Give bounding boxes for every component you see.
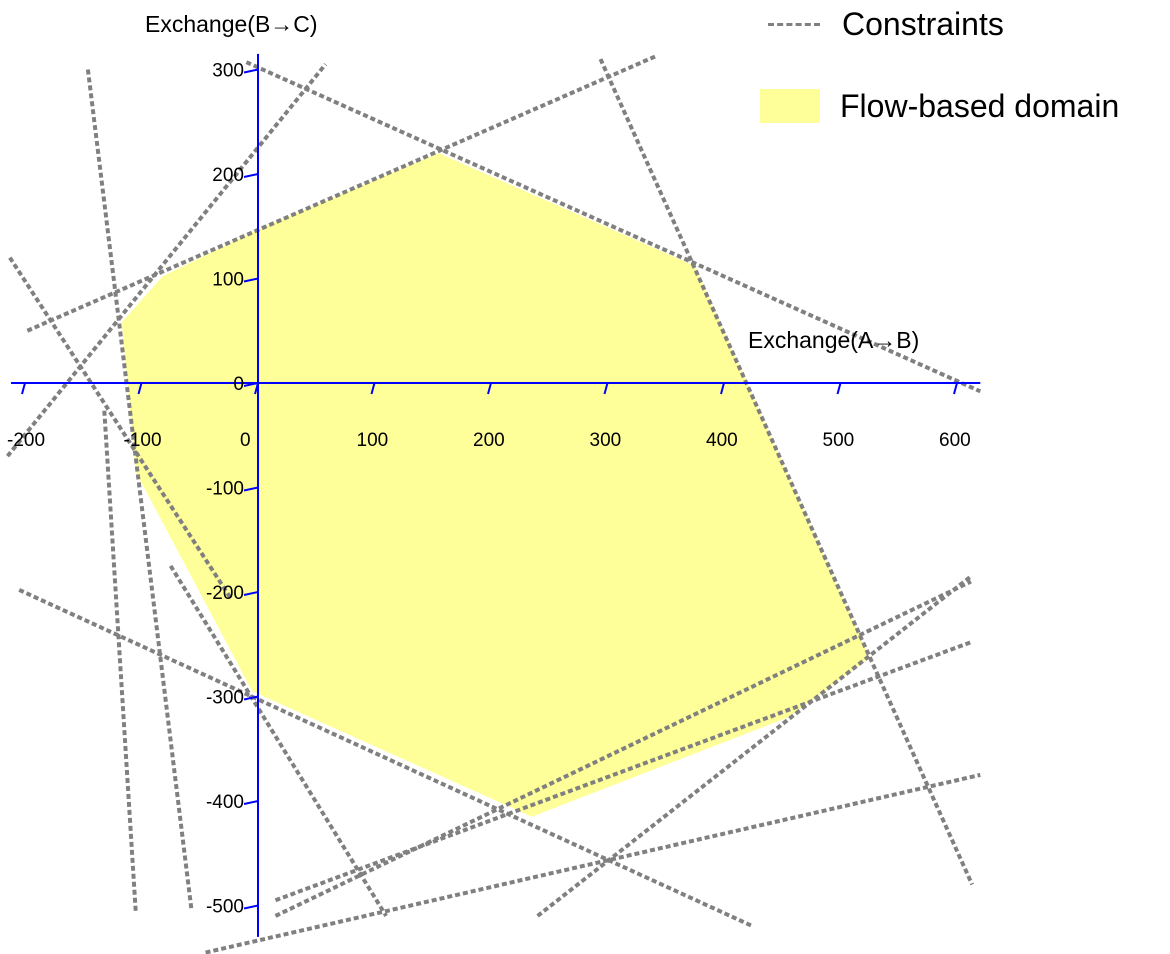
x-tick-mark [487,382,492,395]
constraint-line-11 [536,574,973,918]
legend-item-domain: Flow-based domain [760,86,1119,126]
constraint-line-8 [18,588,754,929]
y-tick-mark [243,904,259,910]
x-tick-label: 400 [706,430,738,451]
y-tick-label: -400 [206,792,244,813]
x-tick-label: 300 [590,430,622,451]
x-tick-label: 500 [823,430,855,451]
x-tick-mark [370,382,376,395]
constraint-line-6 [245,60,982,394]
y-tick-mark [243,591,259,596]
dashed-line-icon [768,22,820,26]
x-tick-mark [953,382,958,395]
y-tick-label: -100 [206,479,244,500]
y-tick-mark [243,68,259,74]
y-tick-label: -500 [206,897,244,918]
y-tick-mark [243,800,259,805]
legend: Constraints Flow-based domain [760,0,1170,140]
constraint-line-3 [85,69,194,911]
y-tick-mark [243,173,259,178]
flow-based-domain-area [121,153,870,817]
constraint-line-7 [598,58,974,886]
y-tick-mark [243,695,259,701]
y-axis-title: Exchange(B→C) [145,11,318,37]
x-tick-label: -200 [7,430,45,451]
constraint-line-10 [274,579,972,918]
y-axis-ticks: 300 200 100 0 -100 -200 -300 -400 -500 [206,61,259,918]
x-tick-label: 0 [240,430,251,451]
x-tick-mark [137,382,143,395]
y-tick-label: 300 [212,61,244,82]
x-tick-label: -100 [124,430,162,451]
x-tick-label: 200 [473,430,505,451]
constraint-line-1 [26,54,658,333]
x-tick-mark [720,382,725,395]
legend-label-constraints: Constraints [842,5,1004,42]
x-tick-mark [836,382,842,395]
y-tick-label: 200 [212,165,244,186]
x-axis-ticks: -200 -100 0 100 200 300 400 500 600 [7,382,971,451]
constraint-line-5 [102,408,138,911]
constraint-line-12 [274,640,972,903]
constraint-line-4 [8,256,232,599]
legend-item-constraints: Constraints [760,4,1004,44]
x-tick-label: 600 [939,430,971,451]
y-tick-mark [243,277,259,283]
y-tick-label: -300 [206,688,244,709]
y-tick-mark [243,486,259,492]
x-tick-mark [254,382,259,395]
constraint-line-2 [5,63,328,458]
x-tick-mark [603,382,609,395]
axes [11,53,981,937]
constraint-line-9 [168,564,388,917]
x-tick-label: 100 [357,430,389,451]
legend-label-domain: Flow-based domain [840,87,1120,124]
x-axis-title: Exchange(A→B) [748,327,919,353]
y-tick-mark [243,382,259,387]
y-tick-label: -200 [206,583,244,604]
yellow-swatch-icon [760,89,820,123]
y-tick-label: 0 [233,374,244,395]
constraint-lines [5,54,982,954]
x-tick-mark [21,382,26,395]
constraint-line-13 [205,772,981,954]
y-tick-label: 100 [212,270,244,291]
